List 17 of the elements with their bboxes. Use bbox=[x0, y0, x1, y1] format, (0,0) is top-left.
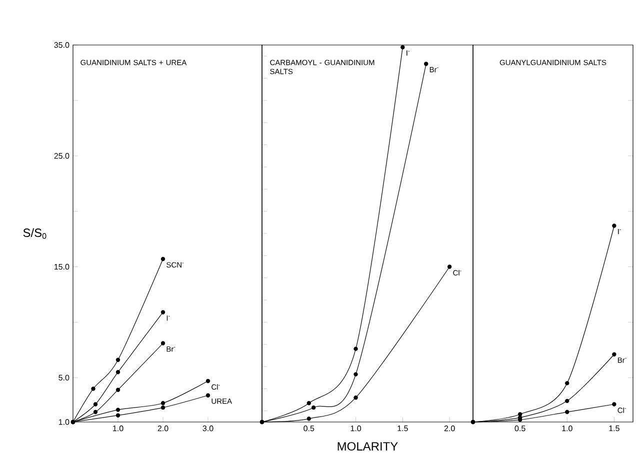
x-tick-label: 0.5 bbox=[304, 426, 314, 432]
x-tick-label: 3.0 bbox=[202, 426, 214, 432]
x-tick-label: 2.0 bbox=[444, 426, 455, 432]
x-tick-label: 2.0 bbox=[158, 426, 168, 432]
x-tick-label: 1.0 bbox=[562, 426, 572, 432]
x-tick-label: 1.0 bbox=[113, 426, 124, 432]
x-tick-label: 1.0 bbox=[350, 426, 362, 432]
y-tick-label: 25.0 bbox=[54, 153, 70, 159]
y-tick-label: 1.0 bbox=[58, 419, 70, 425]
y-tick-label: 15.0 bbox=[54, 264, 70, 270]
x-axis-title: MOLARITY bbox=[338, 442, 398, 451]
x-tick-label: 1.5 bbox=[398, 426, 408, 432]
y-axis-title: S/S$_{0}$ bbox=[23, 228, 46, 239]
x-tick-label: 1.5 bbox=[609, 426, 620, 432]
y-tick-label: 5.0 bbox=[58, 374, 70, 380]
y-tick-label: 35.0 bbox=[54, 42, 70, 48]
x-tick-label: 0.5 bbox=[514, 426, 526, 432]
